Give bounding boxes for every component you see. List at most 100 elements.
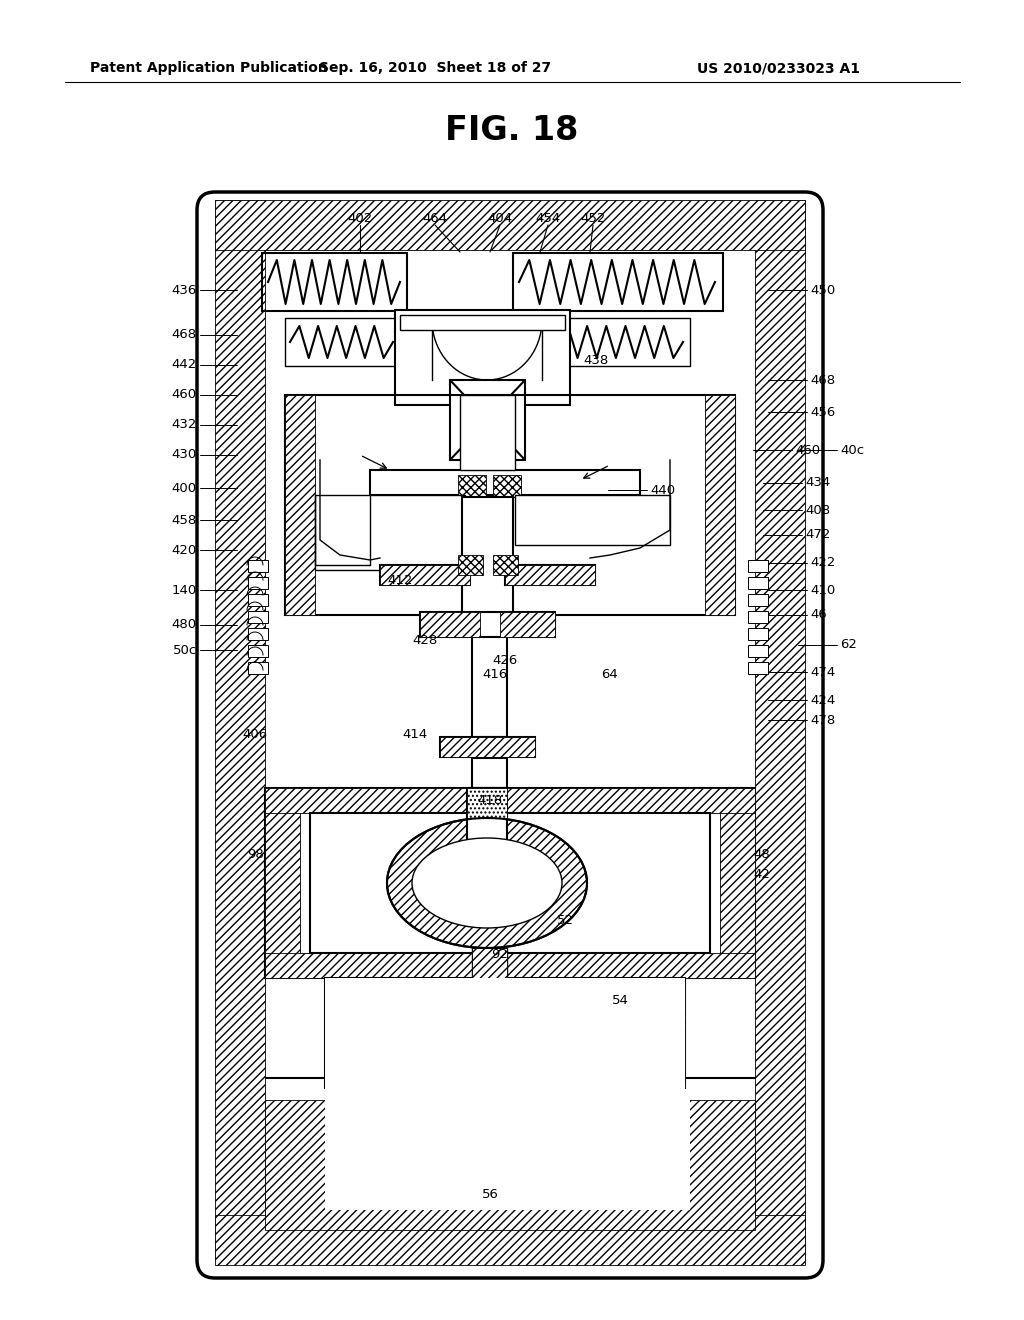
Text: 402: 402 bbox=[347, 211, 373, 224]
Bar bbox=[265, 953, 755, 978]
Text: 420: 420 bbox=[172, 544, 197, 557]
Bar bbox=[467, 978, 547, 1088]
Text: 480: 480 bbox=[172, 619, 197, 631]
Bar bbox=[467, 788, 507, 843]
Text: 400: 400 bbox=[172, 482, 197, 495]
Bar bbox=[513, 253, 723, 312]
Text: 450: 450 bbox=[810, 284, 836, 297]
Text: 472: 472 bbox=[805, 528, 830, 541]
Text: 474: 474 bbox=[810, 665, 836, 678]
Bar bbox=[515, 318, 690, 366]
Bar bbox=[472, 948, 507, 987]
Text: 52: 52 bbox=[556, 913, 573, 927]
Bar bbox=[458, 475, 486, 498]
Text: 478: 478 bbox=[810, 714, 836, 726]
Bar bbox=[458, 554, 483, 576]
Bar bbox=[493, 475, 521, 498]
Text: 62: 62 bbox=[840, 639, 857, 652]
Bar bbox=[420, 612, 555, 638]
Bar bbox=[248, 645, 268, 657]
Text: 442: 442 bbox=[172, 359, 197, 371]
Bar bbox=[325, 1100, 690, 1210]
Bar bbox=[265, 1100, 755, 1230]
Text: 458: 458 bbox=[172, 513, 197, 527]
Bar bbox=[440, 737, 535, 756]
Bar bbox=[380, 565, 470, 585]
Bar bbox=[215, 201, 805, 249]
Bar bbox=[720, 788, 755, 978]
Bar bbox=[748, 663, 768, 675]
Text: 48: 48 bbox=[754, 849, 770, 862]
Text: 436: 436 bbox=[172, 284, 197, 297]
Text: 460: 460 bbox=[795, 444, 820, 457]
Text: 418: 418 bbox=[477, 793, 503, 807]
Text: 406: 406 bbox=[243, 729, 267, 742]
Text: 464: 464 bbox=[423, 211, 447, 224]
Bar bbox=[380, 565, 470, 585]
Bar bbox=[370, 470, 640, 495]
Text: 460: 460 bbox=[172, 388, 197, 401]
Text: 430: 430 bbox=[172, 449, 197, 462]
Text: 424: 424 bbox=[810, 693, 836, 706]
Text: 42: 42 bbox=[754, 869, 770, 882]
Text: 404: 404 bbox=[487, 211, 513, 224]
Bar bbox=[325, 978, 685, 1088]
Text: 438: 438 bbox=[584, 354, 608, 367]
Bar bbox=[248, 560, 268, 572]
Text: 428: 428 bbox=[413, 634, 437, 647]
Text: 422: 422 bbox=[810, 557, 836, 569]
Text: 454: 454 bbox=[536, 211, 560, 224]
Bar bbox=[462, 498, 513, 616]
Text: 414: 414 bbox=[402, 729, 428, 742]
Bar bbox=[755, 201, 805, 1261]
Bar bbox=[505, 565, 595, 585]
Bar bbox=[472, 948, 507, 987]
Bar bbox=[265, 788, 300, 978]
Text: US 2010/0233023 A1: US 2010/0233023 A1 bbox=[697, 61, 860, 75]
Text: FIG. 18: FIG. 18 bbox=[445, 114, 579, 147]
Bar bbox=[265, 788, 755, 978]
Text: 452: 452 bbox=[581, 211, 605, 224]
Bar bbox=[420, 612, 480, 638]
Bar bbox=[285, 395, 735, 615]
Bar bbox=[285, 318, 400, 366]
Bar bbox=[395, 310, 570, 405]
Bar bbox=[748, 577, 768, 589]
Text: 98: 98 bbox=[247, 849, 263, 862]
Text: 140: 140 bbox=[172, 583, 197, 597]
Text: 92: 92 bbox=[492, 949, 509, 961]
Bar bbox=[248, 577, 268, 589]
Bar bbox=[450, 380, 525, 459]
Text: 468: 468 bbox=[172, 329, 197, 342]
Text: 468: 468 bbox=[810, 374, 836, 387]
Bar bbox=[325, 978, 685, 1208]
Bar bbox=[265, 788, 755, 813]
FancyBboxPatch shape bbox=[253, 1078, 767, 1242]
Text: 416: 416 bbox=[482, 668, 508, 681]
Bar bbox=[500, 612, 555, 638]
Text: 412: 412 bbox=[387, 573, 413, 586]
Bar bbox=[748, 628, 768, 640]
Text: 440: 440 bbox=[650, 483, 675, 496]
Text: 56: 56 bbox=[481, 1188, 499, 1201]
Bar bbox=[472, 758, 507, 788]
Text: 410: 410 bbox=[810, 583, 836, 597]
Text: 46: 46 bbox=[810, 609, 826, 622]
Text: Patent Application Publication: Patent Application Publication bbox=[90, 61, 328, 75]
Bar bbox=[215, 1214, 805, 1265]
Text: 64: 64 bbox=[602, 668, 618, 681]
Bar bbox=[315, 495, 465, 570]
Text: 50c: 50c bbox=[173, 644, 197, 656]
Bar bbox=[310, 813, 710, 953]
Bar bbox=[748, 645, 768, 657]
Bar bbox=[748, 560, 768, 572]
Bar bbox=[248, 628, 268, 640]
Bar bbox=[515, 495, 670, 545]
Text: 426: 426 bbox=[493, 653, 517, 667]
Bar bbox=[262, 253, 407, 312]
Bar bbox=[248, 594, 268, 606]
Bar bbox=[472, 616, 507, 737]
Text: 434: 434 bbox=[805, 477, 830, 490]
Bar bbox=[748, 594, 768, 606]
Text: 432: 432 bbox=[172, 418, 197, 432]
